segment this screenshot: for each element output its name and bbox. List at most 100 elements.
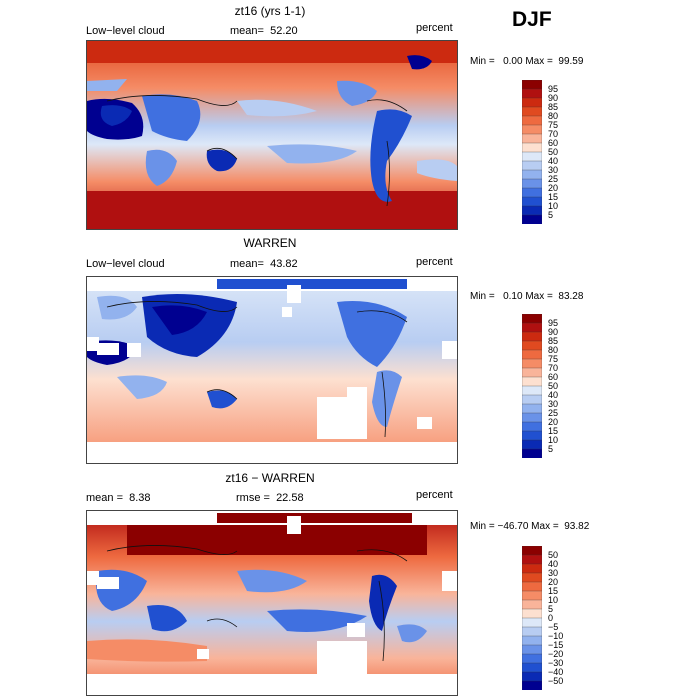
panel-2-colorbar-label: 30	[548, 398, 559, 409]
panel-2-map-svg	[87, 277, 457, 463]
panel-2-map	[86, 276, 458, 464]
panel-3-colorbar-swatch	[521, 599, 543, 610]
panel-2-colorbar-label: 85	[548, 335, 559, 346]
panel-3-colorbar-swatch	[521, 581, 543, 592]
panel-1-colorbar-label: 75	[548, 119, 559, 130]
panel-2-title: WARREN	[243, 236, 297, 250]
panel-3-min-value: −46.70	[497, 521, 529, 532]
panel-1-colorbar-swatch	[521, 151, 543, 162]
panel-3-map	[86, 510, 458, 696]
panel-2-colorbar-label: 80	[548, 344, 559, 355]
panel-2-colorbar-label: 10	[548, 434, 559, 445]
panel-2-colorbar-swatch	[521, 367, 543, 378]
panel-1-colorbar-swatch	[521, 88, 543, 99]
panel-3-minmax: Min = −46.70 Max = 93.82	[470, 521, 589, 532]
panel-3-colorbar-swatch	[521, 563, 543, 574]
panel-3-colorbar-swatch	[521, 554, 543, 565]
panel-2-colorbar-swatch	[521, 421, 543, 432]
panel-3-colorbar-swatch	[521, 617, 543, 628]
panel-3-colorbar-label: 20	[548, 576, 559, 587]
panel-2-colorbar-swatch	[521, 439, 543, 450]
panel-1-colorbar-swatch	[521, 133, 543, 144]
panel-1-map-svg	[87, 41, 457, 229]
panel-2-colorbar-swatch	[521, 331, 543, 342]
panel-1-colorbar-label: 15	[548, 191, 559, 202]
panel-3-colorbar-swatch	[521, 572, 543, 583]
panel-2-colorbar-label: 95	[548, 317, 559, 328]
panel-1-units: percent	[416, 22, 453, 34]
panel-1-minmax: Min = 0.00 Max = 99.59	[470, 56, 583, 67]
panel-3-title: zt16 − WARREN	[225, 471, 315, 485]
season-label: DJF	[512, 8, 552, 31]
panel-1-colorbar-label: 80	[548, 110, 559, 121]
panel-2-mean: mean= 43.82	[230, 258, 298, 270]
panel-2-colorbar-label: 15	[548, 425, 559, 436]
panel-1-colorbar-swatch	[521, 97, 543, 108]
panel-3-colorbar-svg	[521, 545, 543, 691]
panel-1-title: zt16 (yrs 1-1)	[234, 4, 306, 18]
panel-3-colorbar-label: 0	[548, 612, 554, 623]
panel-3-colorbar-swatch	[521, 635, 543, 646]
panel-1-colorbar-swatch	[521, 214, 543, 225]
panel-2-min-label: Min =	[470, 291, 495, 302]
panel-2-colorbar-label: 60	[548, 371, 559, 382]
panel-3-colorbar-swatch	[521, 545, 543, 556]
panel-2-colorbar-swatch	[521, 385, 543, 396]
panel-2-max-value: 83.28	[558, 291, 584, 302]
panel-2-colorbar-label: 70	[548, 362, 559, 373]
panel-1-colorbar-swatch	[521, 160, 543, 171]
panel-3-colorbar-label: −30	[548, 657, 564, 668]
panel-2-colorbar-swatch	[521, 340, 543, 351]
panel-3-colorbar-label: −50	[548, 675, 564, 686]
panel-3-colorbar-label: 5	[548, 603, 554, 614]
panel-1-mean-value: 52.20	[270, 25, 298, 37]
panel-1-map	[86, 40, 458, 230]
panel-3-colorbar	[521, 545, 543, 695]
panel-1-colorbar-swatch	[521, 187, 543, 198]
panel-2-colorbar-label: 50	[548, 380, 559, 391]
panel-1-colorbar-label: 60	[548, 137, 559, 148]
panel-2-colorbar-swatch	[521, 403, 543, 414]
panel-3-map-svg	[87, 511, 457, 695]
panel-1-colorbar-swatch	[521, 115, 543, 126]
panel-3-rmse: rmse = 22.58	[236, 492, 304, 504]
panel-3-rmse-label: rmse =	[236, 492, 270, 504]
panel-2-minmax: Min = 0.10 Max = 83.28	[470, 291, 583, 302]
panel-2-field-label: Low−level cloud	[86, 258, 165, 270]
panel-1-colorbar-label: 25	[548, 173, 559, 184]
panel-3-mean-label: mean =	[86, 492, 123, 504]
panel-3-colorbar-label: −10	[548, 630, 564, 641]
panel-3-colorbar-label: 50	[548, 549, 559, 560]
panel-3-min-label: Min =	[470, 521, 495, 532]
panel-3-colorbar-swatch	[521, 644, 543, 655]
panel-3-rmse-value: 22.58	[276, 492, 304, 504]
panel-3-max-value: 93.82	[564, 521, 590, 532]
panel-1-colorbar-swatch	[521, 142, 543, 153]
panel-1-colorbar-label: 70	[548, 128, 559, 139]
panel-2-max-label: Max =	[525, 291, 553, 302]
panel-2-mean-label: mean=	[230, 258, 264, 270]
panel-1-min-label: Min =	[470, 56, 495, 67]
panel-1-colorbar-swatch	[521, 79, 543, 90]
panel-3-units: percent	[416, 489, 453, 501]
panel-3-colorbar-label: 10	[548, 594, 559, 605]
panel-1-colorbar-swatch	[521, 205, 543, 216]
panel-1-field-label: Low−level cloud	[86, 25, 165, 37]
panel-1-colorbar-label: 10	[548, 200, 559, 211]
panel-3-colorbar-label: 40	[548, 558, 559, 569]
panel-2-colorbar-label: 40	[548, 389, 559, 400]
panel-2-colorbar-swatch	[521, 430, 543, 441]
panel-1-colorbar-label: 85	[548, 101, 559, 112]
panel-2-colorbar-swatch	[521, 376, 543, 387]
panel-1-colorbar-label: 20	[548, 182, 559, 193]
panel-3-colorbar-label: −5	[548, 621, 559, 632]
panel-1-colorbar-label: 95	[548, 83, 559, 94]
panel-2-colorbar-svg	[521, 313, 543, 459]
panel-2-units: percent	[416, 256, 453, 268]
panel-2-colorbar-swatch	[521, 349, 543, 360]
panel-3-max-label: Max =	[531, 521, 559, 532]
panel-2-colorbar-label: 20	[548, 416, 559, 427]
panel-3-colorbar-swatch	[521, 626, 543, 637]
panel-1-colorbar-swatch	[521, 124, 543, 135]
panel-1-max-value: 99.59	[558, 56, 584, 67]
